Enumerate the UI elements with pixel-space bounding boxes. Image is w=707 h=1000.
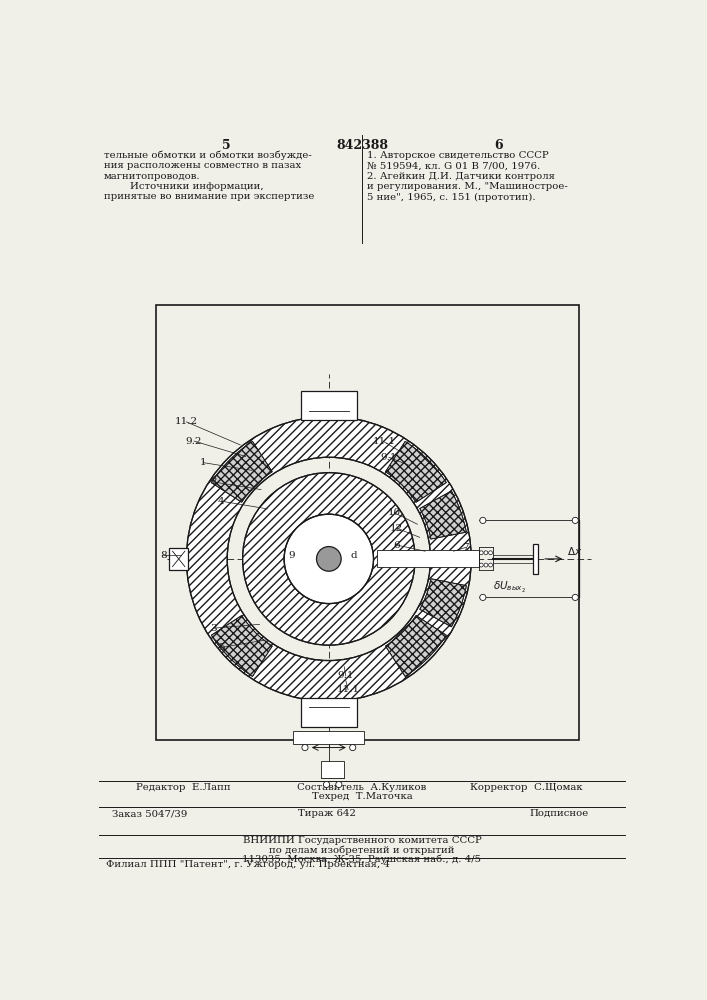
Circle shape: [484, 563, 488, 567]
Text: 5: 5: [222, 139, 230, 152]
Circle shape: [324, 781, 329, 788]
Bar: [321, 761, 344, 778]
Text: тельные обмотки и обмотки возбужде-: тельные обмотки и обмотки возбужде-: [104, 151, 312, 160]
Text: 9.2: 9.2: [186, 437, 202, 446]
Text: принятые во внимание при экспертизе: принятые во внимание при экспертизе: [104, 192, 315, 201]
Circle shape: [572, 594, 578, 600]
Text: 8: 8: [160, 551, 167, 560]
Text: 4: 4: [218, 497, 224, 506]
Text: 1. Авторское свидетельство СССР: 1. Авторское свидетельство СССР: [368, 151, 549, 160]
Text: 842388: 842388: [336, 139, 388, 152]
Circle shape: [480, 594, 486, 600]
Text: 6: 6: [393, 541, 400, 550]
Text: Тираж 642: Тираж 642: [298, 809, 356, 818]
Text: $\Delta U_{вых1}$: $\Delta U_{вых1}$: [312, 732, 345, 746]
Text: Корректор  С.Щомак: Корректор С.Щомак: [470, 783, 583, 792]
Bar: [301, 391, 356, 420]
Text: 12: 12: [390, 524, 403, 533]
Text: Заказ 5047/39: Заказ 5047/39: [112, 809, 187, 818]
Text: Техред  Т.Маточка: Техред Т.Маточка: [312, 792, 412, 801]
Wedge shape: [420, 491, 467, 539]
Circle shape: [317, 547, 341, 571]
Circle shape: [572, 517, 578, 523]
Text: по делам изобретений и открытий: по делам изобретений и открытий: [269, 845, 455, 855]
Bar: [170, 548, 188, 570]
Text: $\Delta x$: $\Delta x$: [567, 545, 582, 557]
Bar: [301, 698, 356, 727]
Bar: [156, 305, 579, 740]
Text: 2. Агейкин Д.И. Датчики контроля: 2. Агейкин Д.И. Датчики контроля: [368, 172, 555, 181]
Bar: [378, 550, 479, 567]
Circle shape: [350, 744, 356, 751]
Text: 9.1: 9.1: [380, 453, 397, 462]
Text: 9: 9: [288, 551, 296, 560]
Circle shape: [484, 551, 488, 555]
Text: 9.1: 9.1: [337, 671, 354, 680]
Text: магнитопроводов.: магнитопроводов.: [104, 172, 201, 181]
Bar: [293, 731, 364, 744]
Wedge shape: [385, 441, 446, 502]
Text: 11.1: 11.1: [373, 437, 396, 446]
Text: 2: 2: [210, 477, 216, 486]
Text: 11.2: 11.2: [175, 417, 198, 426]
Circle shape: [479, 563, 483, 567]
Text: 5 ние", 1965, с. 151 (прототип).: 5 ние", 1965, с. 151 (прототип).: [368, 192, 536, 202]
Bar: [533, 544, 538, 574]
Text: d: d: [350, 551, 357, 560]
Text: и регулирования. М., "Машинострое-: и регулирования. М., "Машинострое-: [368, 182, 568, 191]
Text: Источники информации,: Источники информации,: [104, 182, 264, 191]
Wedge shape: [211, 441, 272, 502]
Wedge shape: [385, 616, 446, 676]
Text: 6: 6: [494, 139, 503, 152]
Text: ВНИИПИ Государственного комитета СССР: ВНИИПИ Государственного комитета СССР: [243, 836, 481, 845]
Circle shape: [284, 514, 373, 604]
Wedge shape: [420, 579, 467, 627]
Text: 7: 7: [462, 543, 469, 552]
Text: 113035, Москва, Ж-35, Раушская наб., д. 4/5: 113035, Москва, Ж-35, Раушская наб., д. …: [243, 855, 481, 864]
Text: 3: 3: [210, 624, 216, 633]
Circle shape: [302, 744, 308, 751]
Text: Филиал ППП "Патент", г. Ужгород, ул. Проектная, 4: Филиал ППП "Патент", г. Ужгород, ул. Про…: [105, 860, 390, 869]
Text: Подписное: Подписное: [529, 809, 588, 818]
Circle shape: [479, 551, 483, 555]
Text: $\delta U_{вых_2}$: $\delta U_{вых_2}$: [493, 580, 526, 595]
Circle shape: [336, 781, 342, 788]
Text: № 519594, кл. G 01 B 7/00, 1976.: № 519594, кл. G 01 B 7/00, 1976.: [368, 161, 541, 170]
Circle shape: [489, 563, 493, 567]
Text: u: u: [329, 763, 337, 773]
Circle shape: [480, 517, 486, 523]
Text: Редактор  Е.Лапп: Редактор Е.Лапп: [136, 783, 231, 792]
Wedge shape: [211, 616, 272, 676]
Text: 5: 5: [218, 643, 224, 652]
Text: Составитель  А.Куликов: Составитель А.Куликов: [298, 783, 426, 792]
Text: 10: 10: [387, 508, 401, 517]
Circle shape: [489, 551, 493, 555]
Text: 11.1: 11.1: [337, 685, 360, 694]
Text: 1: 1: [200, 458, 206, 467]
Text: ния расположены совместно в пазах: ния расположены совместно в пазах: [104, 161, 301, 170]
